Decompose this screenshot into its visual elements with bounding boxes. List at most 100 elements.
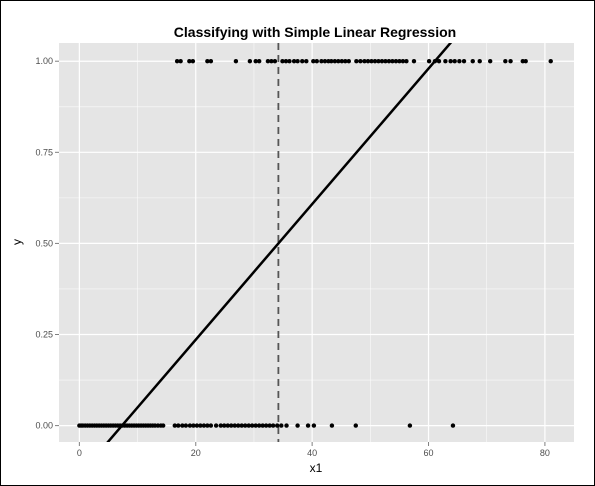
data-point xyxy=(263,423,269,428)
data-point xyxy=(208,423,214,428)
data-point xyxy=(174,59,180,64)
chart-title: Classifying with Simple Linear Regressio… xyxy=(174,24,456,40)
data-point xyxy=(213,423,219,428)
data-point xyxy=(470,59,475,64)
data-point xyxy=(247,59,253,64)
data-point xyxy=(178,59,183,64)
data-point xyxy=(390,59,395,64)
x-axis-ticks: 0 20 40 60 80 xyxy=(77,442,550,458)
data-point xyxy=(508,59,513,64)
data-point xyxy=(176,423,181,428)
regression-line xyxy=(106,43,453,442)
data-point xyxy=(336,59,341,64)
data-point xyxy=(218,423,223,428)
data-point xyxy=(369,59,374,64)
data-point xyxy=(287,59,292,64)
data-point xyxy=(260,423,265,428)
data-point xyxy=(267,423,272,428)
y-tick-label: 0.00 xyxy=(35,421,53,431)
data-point xyxy=(397,59,402,64)
data-point xyxy=(339,59,345,64)
data-point xyxy=(376,59,381,64)
data-point xyxy=(239,423,244,428)
data-point xyxy=(275,423,280,428)
data-point xyxy=(295,59,300,64)
data-point xyxy=(222,423,227,428)
plot-panel xyxy=(59,43,574,442)
y-axis-label: y xyxy=(10,239,24,245)
points-layer xyxy=(77,59,553,428)
data-point xyxy=(194,423,200,428)
data-point xyxy=(300,59,305,64)
data-point xyxy=(404,59,409,64)
y-axis-ticks: 0.00 0.25 0.50 0.75 1.00 xyxy=(35,56,59,431)
data-point xyxy=(187,423,193,428)
x-tick-label: 80 xyxy=(540,448,550,458)
data-point xyxy=(291,59,297,64)
data-point xyxy=(354,59,359,64)
data-point xyxy=(400,59,406,64)
data-point xyxy=(477,59,482,64)
fit-layer xyxy=(106,43,453,442)
data-point xyxy=(393,59,399,64)
data-point xyxy=(191,423,196,428)
data-point xyxy=(187,59,192,64)
data-point xyxy=(358,59,363,64)
data-point xyxy=(311,59,316,64)
data-point xyxy=(279,423,284,428)
data-point xyxy=(332,59,338,64)
x-axis-label: x1 xyxy=(310,461,323,475)
data-point xyxy=(270,423,276,428)
data-point xyxy=(198,423,203,428)
data-point xyxy=(503,59,508,64)
data-point xyxy=(253,59,258,64)
data-point xyxy=(229,423,234,428)
data-point xyxy=(353,423,358,428)
x-tick-label: 60 xyxy=(424,448,434,458)
data-point xyxy=(295,423,300,428)
y-tick-label: 0.75 xyxy=(35,147,53,157)
data-point xyxy=(379,59,385,64)
data-point xyxy=(436,59,442,64)
data-point xyxy=(314,59,319,64)
data-point xyxy=(523,59,528,64)
data-point xyxy=(304,59,309,64)
data-point xyxy=(411,59,417,64)
data-point xyxy=(426,59,432,64)
data-point xyxy=(448,59,453,64)
data-point xyxy=(386,59,392,64)
data-point xyxy=(180,423,185,428)
data-point xyxy=(319,59,324,64)
x-tick-label: 0 xyxy=(77,448,82,458)
data-point xyxy=(183,423,189,428)
data-point xyxy=(232,423,237,428)
data-point xyxy=(246,423,251,428)
data-point xyxy=(208,59,214,64)
x-tick-label: 40 xyxy=(307,448,317,458)
data-point xyxy=(407,423,413,428)
data-point xyxy=(201,423,207,428)
data-point xyxy=(461,59,467,64)
x-tick-label: 20 xyxy=(191,448,201,458)
data-point xyxy=(329,59,334,64)
data-point xyxy=(322,59,328,64)
data-point xyxy=(205,423,210,428)
data-point xyxy=(253,423,258,428)
data-point xyxy=(548,59,553,64)
data-point xyxy=(249,423,255,428)
data-point xyxy=(256,423,262,428)
data-point xyxy=(305,423,311,428)
data-point xyxy=(457,59,462,64)
data-point xyxy=(488,59,493,64)
data-point xyxy=(346,59,351,64)
data-point xyxy=(225,423,230,428)
data-point xyxy=(283,59,289,64)
data-point xyxy=(160,423,166,428)
data-point xyxy=(236,423,241,428)
data-point xyxy=(190,59,196,64)
data-point xyxy=(362,59,367,64)
y-tick-label: 0.25 xyxy=(35,330,53,340)
data-point xyxy=(265,59,271,64)
